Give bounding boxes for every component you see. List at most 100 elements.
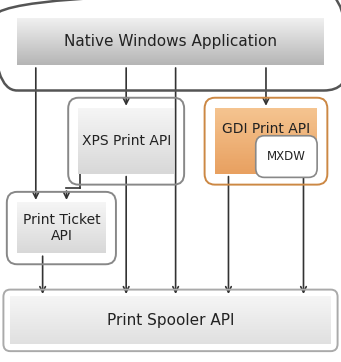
FancyBboxPatch shape	[17, 62, 324, 63]
FancyBboxPatch shape	[215, 154, 317, 155]
FancyBboxPatch shape	[17, 202, 106, 203]
FancyBboxPatch shape	[17, 50, 324, 51]
FancyBboxPatch shape	[10, 296, 331, 298]
FancyBboxPatch shape	[17, 37, 324, 38]
FancyBboxPatch shape	[17, 22, 324, 24]
FancyBboxPatch shape	[17, 25, 324, 26]
FancyBboxPatch shape	[78, 132, 174, 134]
FancyBboxPatch shape	[215, 155, 317, 156]
FancyBboxPatch shape	[215, 152, 317, 153]
FancyBboxPatch shape	[10, 306, 331, 307]
FancyBboxPatch shape	[17, 247, 106, 248]
FancyBboxPatch shape	[78, 113, 174, 114]
FancyBboxPatch shape	[215, 139, 317, 140]
FancyBboxPatch shape	[78, 166, 174, 167]
FancyBboxPatch shape	[215, 166, 317, 167]
FancyBboxPatch shape	[10, 319, 331, 320]
FancyBboxPatch shape	[17, 33, 324, 35]
FancyBboxPatch shape	[10, 307, 331, 308]
FancyBboxPatch shape	[215, 161, 317, 163]
FancyBboxPatch shape	[78, 140, 174, 141]
FancyBboxPatch shape	[215, 142, 317, 143]
FancyBboxPatch shape	[78, 109, 174, 111]
FancyBboxPatch shape	[10, 320, 331, 321]
FancyBboxPatch shape	[10, 329, 331, 331]
FancyBboxPatch shape	[215, 123, 317, 125]
FancyBboxPatch shape	[17, 212, 106, 213]
FancyBboxPatch shape	[17, 230, 106, 231]
FancyBboxPatch shape	[10, 300, 331, 301]
FancyBboxPatch shape	[10, 309, 331, 310]
FancyBboxPatch shape	[10, 311, 331, 312]
FancyBboxPatch shape	[215, 153, 317, 154]
FancyBboxPatch shape	[78, 160, 174, 162]
FancyBboxPatch shape	[78, 161, 174, 163]
FancyBboxPatch shape	[10, 326, 331, 327]
FancyBboxPatch shape	[78, 123, 174, 125]
FancyBboxPatch shape	[215, 111, 317, 113]
FancyBboxPatch shape	[78, 108, 174, 110]
FancyBboxPatch shape	[17, 225, 106, 226]
FancyBboxPatch shape	[17, 29, 324, 30]
FancyBboxPatch shape	[10, 325, 331, 327]
FancyBboxPatch shape	[10, 300, 331, 302]
FancyBboxPatch shape	[17, 235, 106, 236]
FancyBboxPatch shape	[215, 143, 317, 144]
FancyBboxPatch shape	[17, 52, 324, 54]
FancyBboxPatch shape	[215, 165, 317, 166]
FancyBboxPatch shape	[78, 152, 174, 153]
FancyBboxPatch shape	[17, 214, 106, 215]
FancyBboxPatch shape	[215, 150, 317, 151]
FancyBboxPatch shape	[17, 26, 324, 27]
FancyBboxPatch shape	[215, 172, 317, 174]
FancyBboxPatch shape	[17, 57, 324, 58]
Text: XPS Print API: XPS Print API	[81, 134, 171, 148]
FancyBboxPatch shape	[78, 110, 174, 112]
FancyBboxPatch shape	[17, 233, 106, 235]
FancyBboxPatch shape	[17, 59, 324, 60]
FancyBboxPatch shape	[17, 45, 324, 46]
FancyBboxPatch shape	[17, 230, 106, 231]
FancyBboxPatch shape	[10, 313, 331, 314]
FancyBboxPatch shape	[17, 228, 106, 230]
FancyBboxPatch shape	[17, 241, 106, 243]
FancyBboxPatch shape	[17, 63, 324, 64]
FancyBboxPatch shape	[17, 245, 106, 247]
FancyBboxPatch shape	[215, 163, 317, 164]
FancyBboxPatch shape	[17, 249, 106, 250]
FancyBboxPatch shape	[10, 308, 331, 310]
FancyBboxPatch shape	[17, 28, 324, 29]
FancyBboxPatch shape	[78, 143, 174, 144]
FancyBboxPatch shape	[17, 206, 106, 207]
FancyBboxPatch shape	[78, 125, 174, 126]
FancyBboxPatch shape	[215, 127, 317, 128]
FancyBboxPatch shape	[17, 203, 106, 205]
FancyBboxPatch shape	[215, 128, 317, 129]
FancyBboxPatch shape	[17, 209, 106, 210]
FancyBboxPatch shape	[17, 228, 106, 229]
FancyBboxPatch shape	[17, 204, 106, 205]
FancyBboxPatch shape	[10, 333, 331, 334]
FancyBboxPatch shape	[10, 304, 331, 306]
FancyBboxPatch shape	[78, 119, 174, 121]
FancyBboxPatch shape	[78, 159, 174, 161]
FancyBboxPatch shape	[215, 110, 317, 112]
FancyBboxPatch shape	[17, 219, 106, 220]
FancyBboxPatch shape	[10, 334, 331, 335]
FancyBboxPatch shape	[17, 41, 324, 42]
FancyBboxPatch shape	[17, 27, 324, 28]
FancyBboxPatch shape	[17, 30, 324, 31]
FancyBboxPatch shape	[10, 323, 331, 324]
FancyBboxPatch shape	[17, 21, 324, 22]
FancyBboxPatch shape	[10, 343, 331, 344]
FancyBboxPatch shape	[215, 129, 317, 130]
FancyBboxPatch shape	[17, 34, 324, 35]
FancyBboxPatch shape	[17, 217, 106, 218]
FancyBboxPatch shape	[10, 333, 331, 334]
FancyBboxPatch shape	[17, 215, 106, 216]
FancyBboxPatch shape	[17, 244, 106, 245]
FancyBboxPatch shape	[215, 113, 317, 114]
FancyBboxPatch shape	[10, 299, 331, 300]
FancyBboxPatch shape	[17, 20, 324, 21]
FancyBboxPatch shape	[215, 134, 317, 136]
